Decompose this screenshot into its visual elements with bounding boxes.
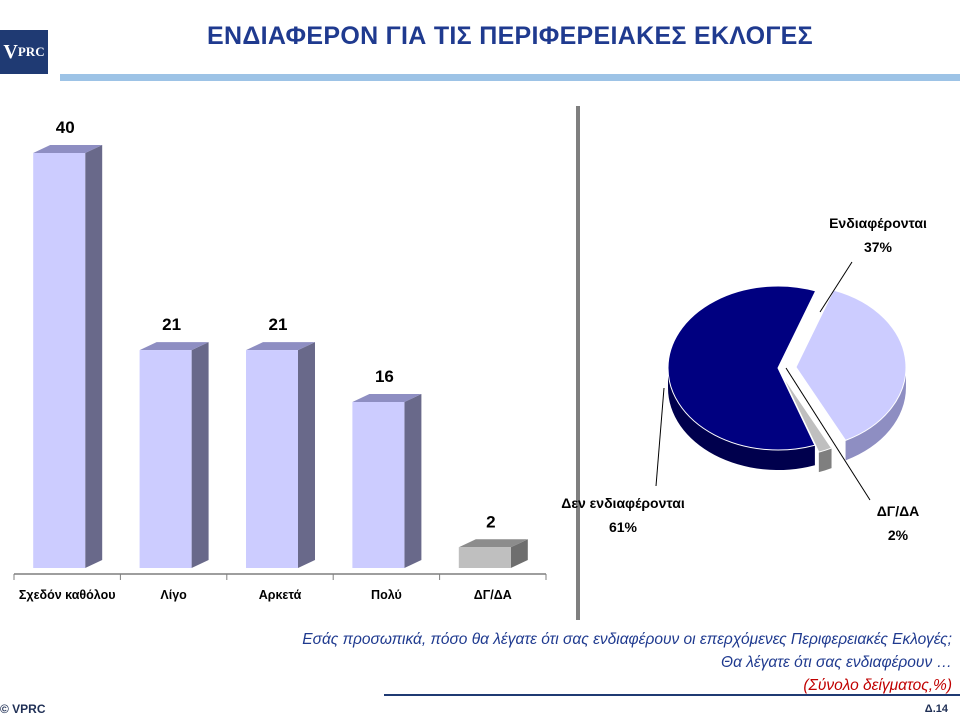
question-line-1: Εσάς προσωπικά, πόσο θα λέγατε ότι σας ε…: [302, 631, 952, 648]
x-tick-label: Λίγο: [160, 588, 187, 602]
footer-divider: [384, 694, 960, 696]
pie-slice-side: [818, 448, 832, 473]
bar-top: [352, 394, 422, 402]
sample-base-note: (Σύνολο δείγματος,%): [803, 677, 952, 694]
bar-side: [298, 342, 315, 568]
pie-label: Ενδιαφέρονται: [829, 215, 927, 231]
x-tick-label: Πολύ: [371, 588, 402, 602]
bar-top: [458, 539, 528, 548]
pie-label: Δεν ενδιαφέρονται: [561, 495, 685, 511]
pie-value-label: 37%: [864, 239, 893, 255]
bar-side: [85, 145, 103, 568]
copyright: © VPRC: [0, 702, 46, 716]
pie-value-label: 61%: [609, 519, 638, 535]
bar-top: [246, 342, 315, 351]
bar-value-label: 40: [56, 118, 75, 137]
page-title: ΕΝΔΙΑΦΕΡΟΝ ΓΙΑ ΤΙΣ ΠΕΡΙΦΕΡΕΙΑΚΕΣ ΕΚΛΟΓΕΣ: [207, 22, 813, 50]
pie-leader-line: [785, 367, 871, 501]
pie-slice: [795, 289, 907, 441]
bar-value-label: 16: [375, 367, 394, 386]
question-line-2: Θα λέγατε ότι σας ενδιαφέρουν …: [721, 654, 952, 671]
bar: [458, 547, 511, 568]
bar-value-label: 21: [269, 315, 288, 334]
pie-leader-line: [819, 261, 853, 313]
bar-side: [191, 342, 209, 568]
bar-side: [404, 394, 422, 568]
bar: [352, 402, 405, 568]
pie-slice-side: [845, 367, 906, 461]
bar: [33, 153, 86, 568]
pie-label: ΔΓ/ΔΑ: [877, 503, 920, 519]
x-tick-label: Αρκετά: [259, 588, 302, 602]
pie-slice: [667, 285, 817, 451]
bar-top: [33, 145, 103, 153]
page-number: Δ.14: [924, 703, 948, 715]
pie-slice-side: [668, 368, 815, 470]
pie-slice: [781, 374, 833, 453]
title-underline: [60, 74, 960, 81]
vprc-logo: V PRC: [0, 30, 48, 74]
bar-chart: 40 Σχεδόν καθόλου 21 Λίγο 21 Αρκετά 16 Πολύ 2 ΔΓ/…: [13, 118, 547, 602]
vertical-divider: [576, 106, 580, 620]
bar-value-label: 2: [486, 512, 495, 531]
question-text: Εσάς προσωπικά, πόσο θα λέγατε ότι σας ε…: [302, 628, 952, 697]
bar-side: [510, 539, 528, 568]
x-tick-label: ΔΓ/ΔΑ: [474, 588, 512, 602]
bar-value-label: 21: [162, 315, 181, 334]
bar: [246, 350, 298, 568]
bar: [139, 350, 192, 568]
pie-chart: Ενδιαφέρονται 37% Δεν ενδιαφέρονται 61% ΔΓ/Δ…: [561, 215, 927, 543]
x-tick-label: Σχεδόν καθόλου: [19, 588, 116, 602]
bar-top: [139, 342, 209, 351]
pie-value-label: 2%: [888, 527, 909, 543]
pie-leader-line: [655, 387, 665, 487]
